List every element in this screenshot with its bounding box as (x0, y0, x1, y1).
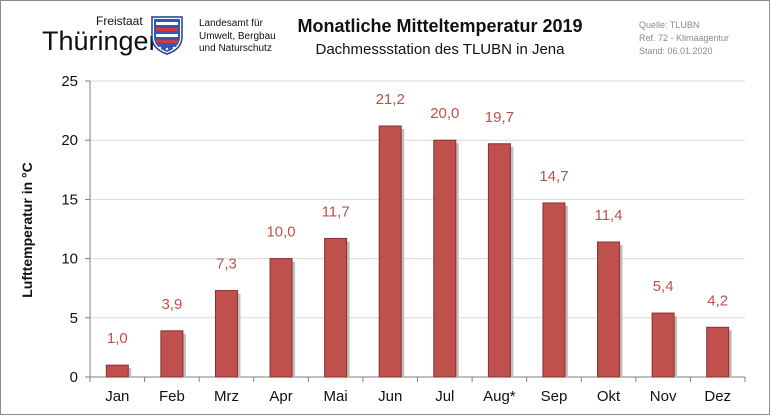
data-label: 5,4 (653, 278, 674, 295)
data-label: 19,7 (485, 109, 514, 126)
chart-subtitle: Dachmessstation des TLUBN in Jena (315, 41, 565, 58)
coat-of-arms-icon (151, 16, 183, 55)
data-label: 20,0 (430, 105, 459, 122)
y-tick-label: 25 (61, 73, 78, 90)
x-tick-label: Jan (105, 388, 129, 405)
bar (651, 312, 675, 378)
x-tick-label: Dez (704, 388, 731, 405)
data-label: 10,0 (266, 224, 295, 241)
data-label: 11,7 (322, 203, 350, 220)
bar (214, 290, 238, 378)
agency-line: Landesamt für (199, 18, 263, 29)
source-line: Stand: 06.01.2020 (639, 46, 713, 56)
source-info: Quelle: TLUBN Ref. 72 - Klimaagentur Sta… (639, 19, 729, 58)
data-label: 4,2 (707, 292, 728, 309)
x-tick-label: Mrz (214, 388, 239, 405)
data-label: 21,2 (376, 91, 405, 108)
x-tick-label: Aug* (483, 388, 516, 405)
data-label: 3,9 (161, 296, 182, 313)
bar (378, 125, 402, 378)
data-label: 1,0 (107, 330, 128, 347)
bar (105, 364, 129, 378)
agency-line: und Naturschutz (199, 43, 272, 54)
x-tick-label: Nov (650, 388, 677, 405)
agency-line: Umwelt, Bergbau (199, 30, 276, 42)
bar (487, 143, 511, 378)
x-tick-label: Apr (269, 388, 292, 405)
x-tick-label: Feb (159, 388, 185, 405)
bar (269, 258, 293, 378)
logo-line-freistaat: Freistaat (96, 14, 143, 28)
y-tick-label: 20 (61, 132, 78, 149)
logo-line-thueringen: Thüringen (42, 26, 164, 56)
y-tick-label: 0 (70, 369, 78, 386)
chart-title: Monatliche Mitteltemperatur 2019 (297, 16, 583, 36)
x-tick-label: Okt (597, 388, 621, 405)
data-label: 14,7 (539, 168, 568, 185)
y-tick-label: 15 (61, 191, 78, 208)
bar (597, 241, 621, 378)
x-tick-label: Jul (435, 388, 454, 405)
x-tick-label: Sep (541, 388, 568, 405)
source-line: Ref. 72 - Klimaagentur (639, 33, 730, 43)
y-tick-label: 5 (70, 310, 78, 327)
agency-name: Landesamt für Umwelt, Bergbau und Naturs… (199, 18, 276, 56)
bar (324, 237, 348, 378)
bar (542, 202, 566, 378)
x-tick-label: Jun (378, 388, 402, 405)
x-tick-label: Mai (324, 388, 348, 405)
bar (160, 330, 184, 378)
y-tick-label: 10 (61, 251, 78, 268)
source-line: Quelle: TLUBN (639, 20, 700, 30)
data-label: 7,3 (216, 256, 237, 273)
bar (706, 326, 730, 378)
data-label: 11,4 (594, 207, 622, 224)
bar (433, 139, 457, 378)
